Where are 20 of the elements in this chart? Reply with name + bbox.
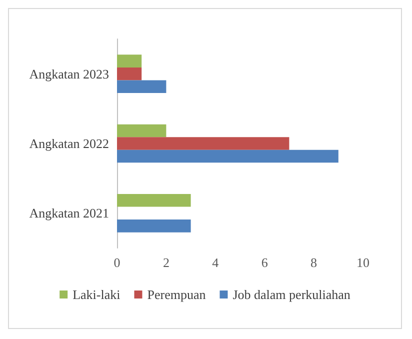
x-tick-label: 6	[261, 255, 268, 270]
bar	[117, 80, 166, 93]
y-tick-label: Angkatan 2021	[29, 206, 109, 221]
bar	[117, 67, 142, 80]
bar	[117, 54, 142, 68]
legend-label: Perempuan	[147, 287, 206, 302]
y-tick-label: Angkatan 2023	[29, 66, 109, 82]
bar	[117, 124, 166, 138]
x-tick-label: 0	[114, 255, 120, 270]
legend-label: Laki-laki	[72, 287, 121, 302]
legend-label: Job dalam perkuliahan	[232, 287, 351, 302]
x-tick-label: 4	[212, 255, 220, 270]
bar	[117, 137, 290, 150]
y-tick-label: Angkatan 2022	[29, 136, 109, 151]
x-tick-label: 10	[356, 255, 370, 270]
bar	[117, 150, 338, 163]
bar	[117, 194, 191, 207]
bar	[117, 220, 191, 232]
x-tick-label: 8	[310, 255, 318, 270]
x-tick-label: 2	[162, 255, 170, 270]
